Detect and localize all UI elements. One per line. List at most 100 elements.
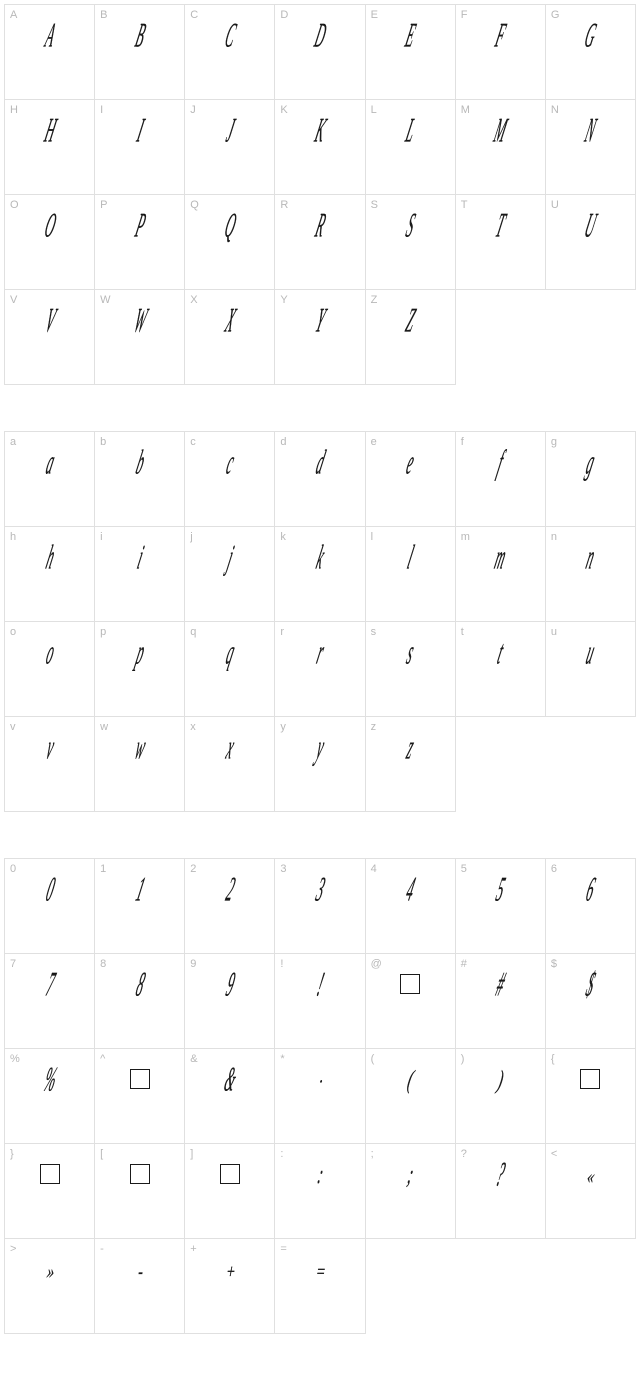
glyph-cell[interactable]: 11 [95,859,185,954]
glyph-cell[interactable]: KK [275,100,365,195]
glyph-cell[interactable]: ;; [366,1144,456,1239]
glyph-cell[interactable]: GG [546,5,636,100]
glyph: J [223,111,238,150]
glyph-cell[interactable]: VV [5,290,95,385]
glyph-cell[interactable]: 22 [185,859,275,954]
glyph-cell[interactable]: TT [456,195,546,290]
glyph-cell[interactable]: PP [95,195,185,290]
glyph-cell[interactable]: xx [185,717,275,812]
glyph-cell[interactable]: jj [185,527,275,622]
glyph-cell[interactable]: 00 [5,859,95,954]
glyph: K [311,111,328,150]
glyph: 6 [583,870,598,909]
glyph-cell[interactable]: ss [366,622,456,717]
cell-label: V [10,294,17,306]
glyph-cell[interactable]: { [546,1049,636,1144]
glyph-cell[interactable]: )) [456,1049,546,1144]
glyph-cell[interactable]: XX [185,290,275,385]
glyph-cell[interactable]: ^ [95,1049,185,1144]
glyph-cell[interactable]: FF [456,5,546,100]
section-uppercase: AABBCCDDEEFFGG HHIIJJKKLLMMNN OOPPQQRRSSTT… [4,4,636,385]
glyph-cell[interactable]: >» [5,1239,95,1334]
glyph-cell[interactable]: ++ [185,1239,275,1334]
glyph-cell[interactable]: QQ [185,195,275,290]
glyph-cell[interactable]: CC [185,5,275,100]
glyph-cell[interactable]: RR [275,195,365,290]
glyph: k [313,538,328,577]
cell-label: x [190,721,196,733]
glyph-cell[interactable]: !! [275,954,365,1049]
glyph-cell[interactable]: oo [5,622,95,717]
glyph-cell[interactable]: %% [5,1049,95,1144]
glyph-cell[interactable]: ff [456,432,546,527]
cell-label: 8 [100,958,106,970]
glyph-cell[interactable]: :: [275,1144,365,1239]
glyph-cell[interactable]: AA [5,5,95,100]
glyph-cell[interactable]: (( [366,1049,456,1144]
glyph-cell[interactable]: JJ [185,100,275,195]
glyph-cell[interactable]: } [5,1144,95,1239]
glyph-cell[interactable]: NN [546,100,636,195]
glyph-cell[interactable]: $$ [546,954,636,1049]
glyph-cell[interactable]: tt [456,622,546,717]
glyph-cell[interactable]: aa [5,432,95,527]
glyph-cell[interactable]: yy [275,717,365,812]
glyph-cell[interactable]: uu [546,622,636,717]
glyph: & [220,1060,239,1099]
glyph-cell[interactable]: MM [456,100,546,195]
glyph-cell[interactable]: 88 [95,954,185,1049]
glyph-cell[interactable]: II [95,100,185,195]
glyph-cell[interactable]: hh [5,527,95,622]
glyph-cell[interactable]: DD [275,5,365,100]
glyph-cell[interactable]: zz [366,717,456,812]
glyph-cell[interactable]: nn [546,527,636,622]
glyph-cell[interactable]: <« [546,1144,636,1239]
glyph-cell[interactable]: BB [95,5,185,100]
glyph-cell[interactable]: dd [275,432,365,527]
glyph-cell[interactable]: UU [546,195,636,290]
glyph-cell[interactable]: -- [95,1239,185,1334]
glyph: ! [313,965,326,1004]
glyph-cell[interactable]: pp [95,622,185,717]
cell-label: # [461,958,467,970]
glyph-cell[interactable]: 33 [275,859,365,954]
glyph-cell[interactable]: rr [275,622,365,717]
glyph-cell[interactable]: vv [5,717,95,812]
glyph-cell[interactable]: 44 [366,859,456,954]
glyph-cell[interactable]: SS [366,195,456,290]
glyph-cell[interactable]: 55 [456,859,546,954]
glyph-cell[interactable]: EE [366,5,456,100]
glyph-cell[interactable]: @ [366,954,456,1049]
glyph-cell[interactable]: YY [275,290,365,385]
glyph-cell[interactable]: ] [185,1144,275,1239]
glyph: L [402,111,418,150]
glyph-cell[interactable]: [ [95,1144,185,1239]
glyph-cell[interactable]: 66 [546,859,636,954]
glyph-cell[interactable]: kk [275,527,365,622]
glyph-cell[interactable]: *· [275,1049,365,1144]
glyph-cell[interactable]: WW [95,290,185,385]
cell-label: a [10,436,16,448]
glyph-cell[interactable]: ii [95,527,185,622]
glyph-cell[interactable]: ## [456,954,546,1049]
glyph-cell[interactable]: ZZ [366,290,456,385]
glyph-cell[interactable]: bb [95,432,185,527]
glyph: 2 [222,870,237,909]
glyph: W [130,301,149,340]
glyph: e [403,443,418,482]
glyph-cell[interactable]: 99 [185,954,275,1049]
glyph-cell[interactable]: cc [185,432,275,527]
glyph-cell[interactable]: mm [456,527,546,622]
glyph-cell[interactable]: ee [366,432,456,527]
glyph-cell[interactable]: HH [5,100,95,195]
glyph-cell[interactable]: == [275,1239,365,1334]
glyph-cell[interactable]: ?? [456,1144,546,1239]
glyph-cell[interactable]: ll [366,527,456,622]
glyph-cell[interactable]: ww [95,717,185,812]
glyph-cell[interactable]: OO [5,195,95,290]
glyph-cell[interactable]: gg [546,432,636,527]
glyph-cell[interactable]: && [185,1049,275,1144]
glyph-cell[interactable]: qq [185,622,275,717]
glyph-cell[interactable]: 77 [5,954,95,1049]
glyph-cell[interactable]: LL [366,100,456,195]
